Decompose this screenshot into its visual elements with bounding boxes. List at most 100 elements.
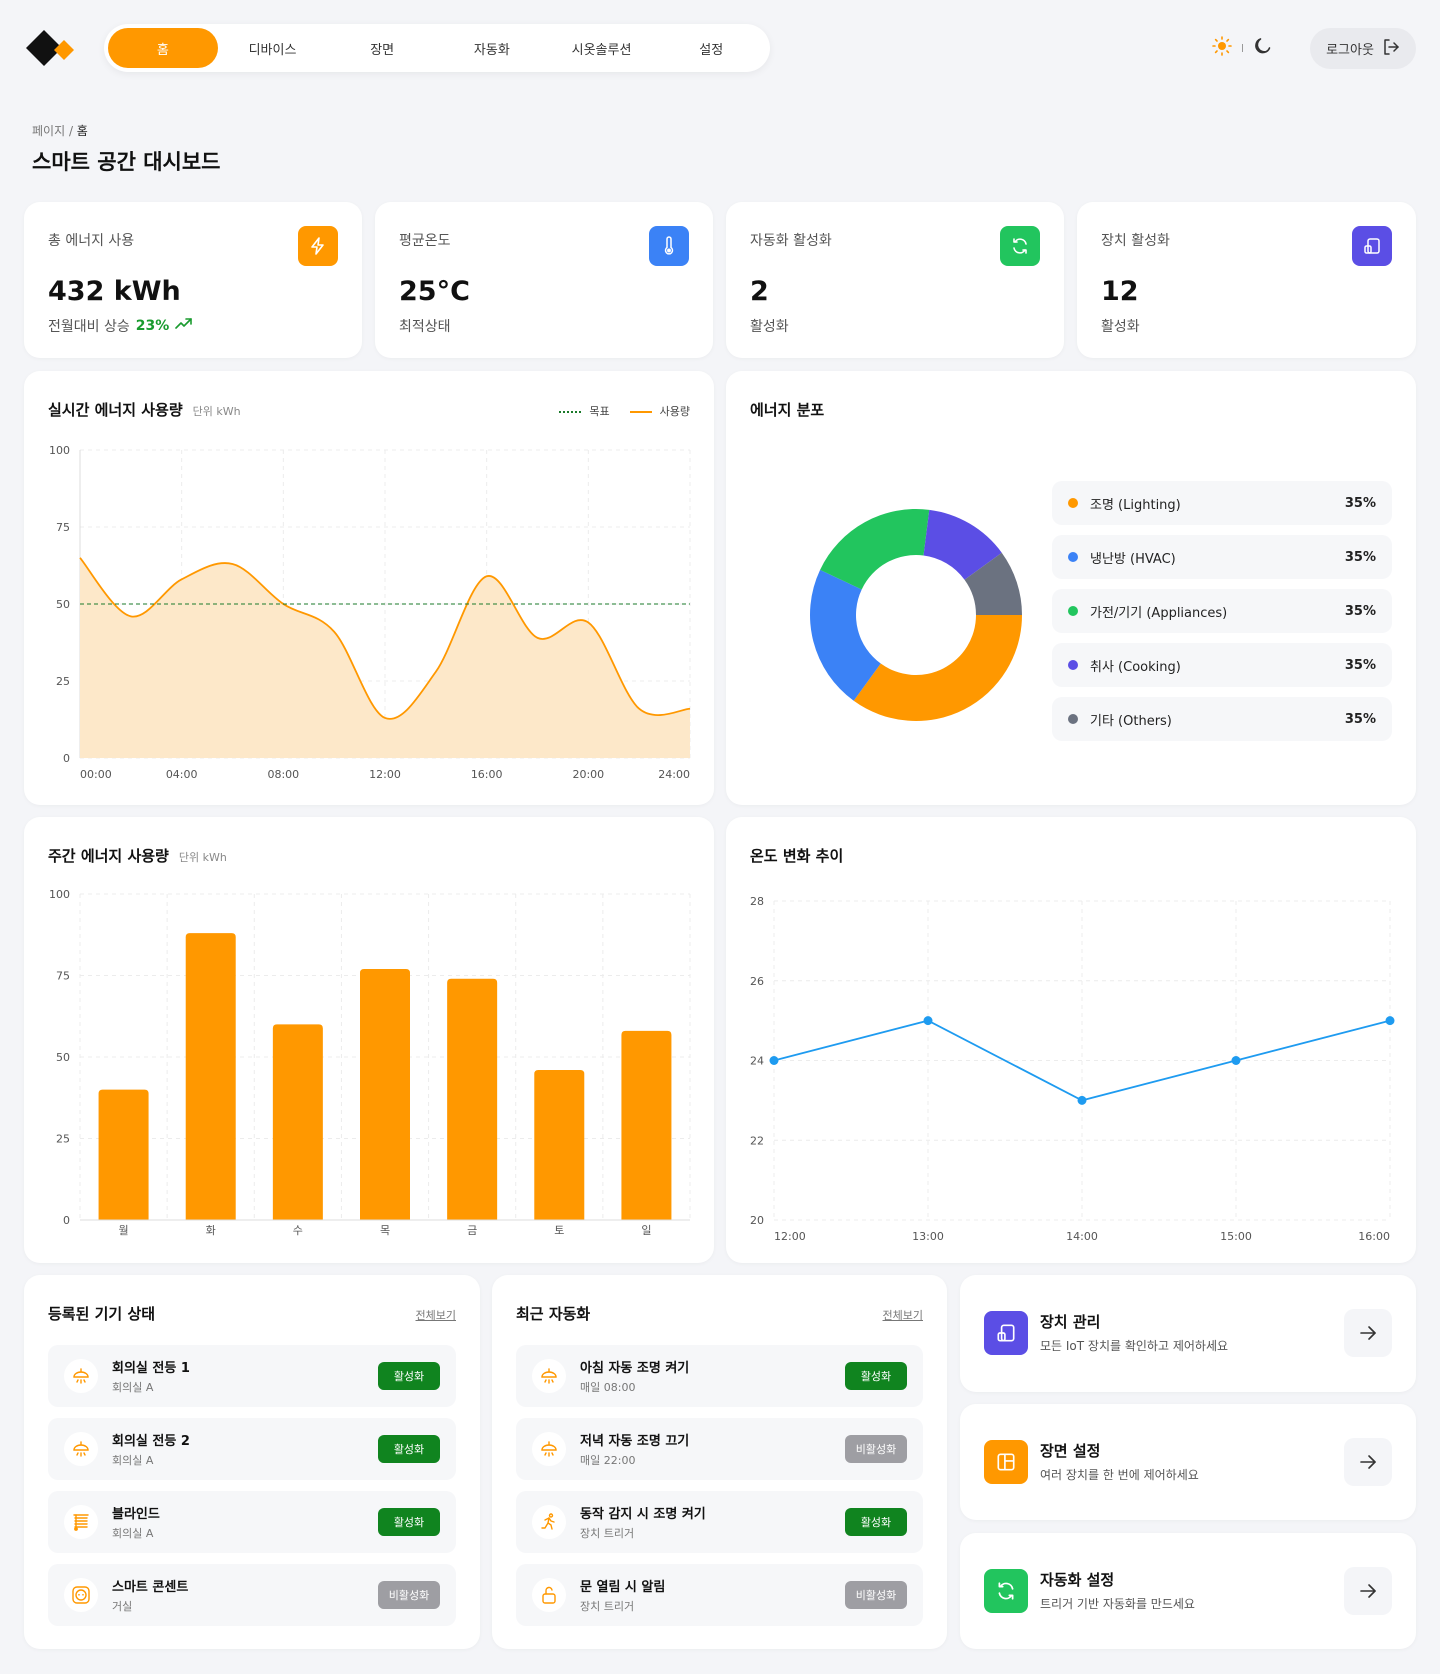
nav-item-siot-solution[interactable]: 시옷솔루션	[571, 42, 632, 58]
theme-toggle	[1212, 34, 1273, 62]
distribution-percent: 35%	[1344, 657, 1376, 673]
logout-icon	[1382, 38, 1400, 60]
stat-sub-text: 전월대비 상승	[48, 319, 130, 335]
status-badge[interactable]: 활성화	[845, 1362, 907, 1390]
legend-target-label: 목표	[589, 405, 610, 418]
nav-item-settings[interactable]: 설정	[699, 42, 724, 58]
breadcrumb-parent[interactable]: 페이지	[32, 124, 66, 138]
device-management-card[interactable]: 장치 관리 모든 IoT 장치를 확인하고 제어하세요	[960, 1275, 1416, 1392]
stat-sub-text: 활성화	[1101, 319, 1140, 335]
sun-icon[interactable]	[1212, 36, 1232, 60]
automation-settings-card[interactable]: 자동화 설정 트리거 기반 자동화를 만드세요	[960, 1533, 1416, 1649]
stat-label: 자동화 활성화	[750, 233, 832, 249]
x-tick-label: 목	[380, 1224, 390, 1237]
item-name: 스마트 콘센트	[112, 1580, 189, 1595]
view-all-link[interactable]: 전체보기	[882, 1309, 923, 1322]
energy-distribution-donut	[810, 509, 1022, 721]
scene-settings-card[interactable]: 장면 설정 여러 장치를 한 번에 제어하세요	[960, 1404, 1416, 1520]
status-badge[interactable]: 비활성화	[845, 1581, 907, 1609]
outlet-icon	[64, 1578, 98, 1612]
x-tick-label: 12:00	[369, 768, 401, 781]
moon-icon[interactable]	[1253, 36, 1273, 60]
y-tick-label: 50	[56, 1051, 70, 1064]
item-subtitle: 장치 트리거	[580, 1600, 635, 1613]
distribution-item: 조명 (Lighting) 35%	[1052, 481, 1392, 525]
x-tick-label: 일	[641, 1223, 651, 1237]
card-title: 실시간 에너지 사용량 단위 kWh	[48, 399, 241, 420]
logout-button[interactable]: 로그아웃	[1310, 28, 1416, 69]
thermometer-icon	[649, 226, 689, 266]
legend-dot	[1068, 606, 1078, 616]
x-tick-label: 16:00	[1358, 1230, 1390, 1243]
list-item[interactable]: 아침 자동 조명 켜기 매일 08:00 활성화	[516, 1345, 923, 1407]
status-badge[interactable]: 비활성화	[845, 1435, 907, 1463]
x-tick-label: 24:00	[658, 768, 690, 781]
stat-card-energy: 총 에너지 사용 432 kWh 전월대비 상승 23%	[24, 202, 362, 358]
distribution-percent: 35%	[1344, 495, 1376, 511]
logout-label: 로그아웃	[1326, 43, 1374, 58]
nav-item-automations[interactable]: 자동화	[473, 42, 510, 58]
y-tick-label: 75	[56, 521, 70, 534]
list-item[interactable]: 동작 감지 시 조명 켜기 장치 트리거 활성화	[516, 1491, 923, 1553]
brand-logo[interactable]	[24, 26, 80, 70]
nav-item-home[interactable]: 홈	[108, 28, 218, 68]
action-subtitle: 모든 IoT 장치를 확인하고 제어하세요	[1040, 1339, 1229, 1353]
devices-title: 등록된 기기 상태	[48, 1305, 156, 1323]
device-list: 회의실 전등 1 회의실 A 활성화 회의실 전등 2 회의실 A 활성화 블라인드 회의실 …	[48, 1345, 456, 1626]
nav-item-devices[interactable]: 디바이스	[248, 42, 297, 58]
card-title: 최근 자동화	[516, 1303, 590, 1324]
legend-usage-label: 사용량	[659, 405, 690, 418]
energy-distribution-card: 에너지 분포 조명 (Lighting) 35% 냉난방 (HVAC) 35% 가전/기…	[726, 371, 1416, 805]
distribution-label: 취사 (Cooking)	[1090, 659, 1181, 675]
status-badge[interactable]: 활성화	[378, 1508, 440, 1536]
status-badge[interactable]: 활성화	[845, 1508, 907, 1536]
blinds-icon	[64, 1505, 98, 1539]
item-text: 아침 자동 조명 켜기 매일 08:00	[580, 1357, 689, 1395]
distribution-percent: 35%	[1344, 549, 1376, 565]
status-badge[interactable]: 비활성화	[378, 1581, 440, 1609]
arrow-right-icon[interactable]	[1344, 1438, 1392, 1486]
distribution-item: 냉난방 (HVAC) 35%	[1052, 535, 1392, 579]
realtime-energy-chart: 0 25 50 75 100 00:00 04:00 08:00 12:00 16:00 20:00…	[49, 444, 691, 781]
nav-item-scenes[interactable]: 장면	[370, 42, 395, 58]
breadcrumb-separator: /	[65, 124, 77, 138]
stat-value: 12	[1101, 276, 1139, 307]
x-tick-label: 금	[467, 1224, 477, 1237]
list-item[interactable]: 회의실 전등 2 회의실 A 활성화	[48, 1418, 456, 1480]
y-tick-label: 0	[63, 1214, 70, 1227]
list-item[interactable]: 회의실 전등 1 회의실 A 활성화	[48, 1345, 456, 1407]
item-name: 동작 감지 시 조명 켜기	[580, 1507, 706, 1522]
y-tick-label: 26	[750, 975, 764, 988]
list-item[interactable]: 블라인드 회의실 A 활성화	[48, 1491, 456, 1553]
action-title: 장면 설정	[1040, 1442, 1101, 1460]
status-badge[interactable]: 활성화	[378, 1435, 440, 1463]
legend-dot	[1068, 660, 1078, 670]
stat-sub: 최적상태	[399, 316, 451, 336]
view-all-link[interactable]: 전체보기	[415, 1309, 456, 1322]
item-text: 회의실 전등 1 회의실 A	[112, 1357, 190, 1395]
action-subtitle: 여러 장치를 한 번에 제어하세요	[1040, 1468, 1199, 1482]
action-title: 장치 관리	[1040, 1313, 1101, 1331]
arrow-right-icon[interactable]	[1344, 1567, 1392, 1615]
arrow-right-icon[interactable]	[1344, 1309, 1392, 1357]
list-item[interactable]: 저녁 자동 조명 끄기 매일 22:00 비활성화	[516, 1418, 923, 1480]
status-badge[interactable]: 활성화	[378, 1362, 440, 1390]
stat-sub-text: 활성화	[750, 319, 789, 335]
item-subtitle: 거실	[112, 1600, 133, 1613]
item-text: 회의실 전등 2 회의실 A	[112, 1430, 190, 1468]
action-subtitle: 트리거 기반 자동화를 만드세요	[1040, 1597, 1195, 1611]
stat-sub: 전월대비 상승 23%	[48, 316, 193, 336]
data-point	[1231, 1056, 1241, 1065]
item-name: 문 열림 시 알림	[580, 1580, 666, 1595]
item-subtitle: 회의실 A	[112, 1454, 154, 1467]
stat-label: 평균온도	[399, 233, 451, 249]
x-tick-label: 화	[206, 1224, 216, 1237]
donut-slice-0	[853, 615, 1022, 721]
bar	[534, 1070, 585, 1220]
item-subtitle: 회의실 A	[112, 1381, 154, 1394]
stat-label: 장치 활성화	[1101, 233, 1170, 249]
item-name: 아침 자동 조명 켜기	[580, 1361, 690, 1376]
